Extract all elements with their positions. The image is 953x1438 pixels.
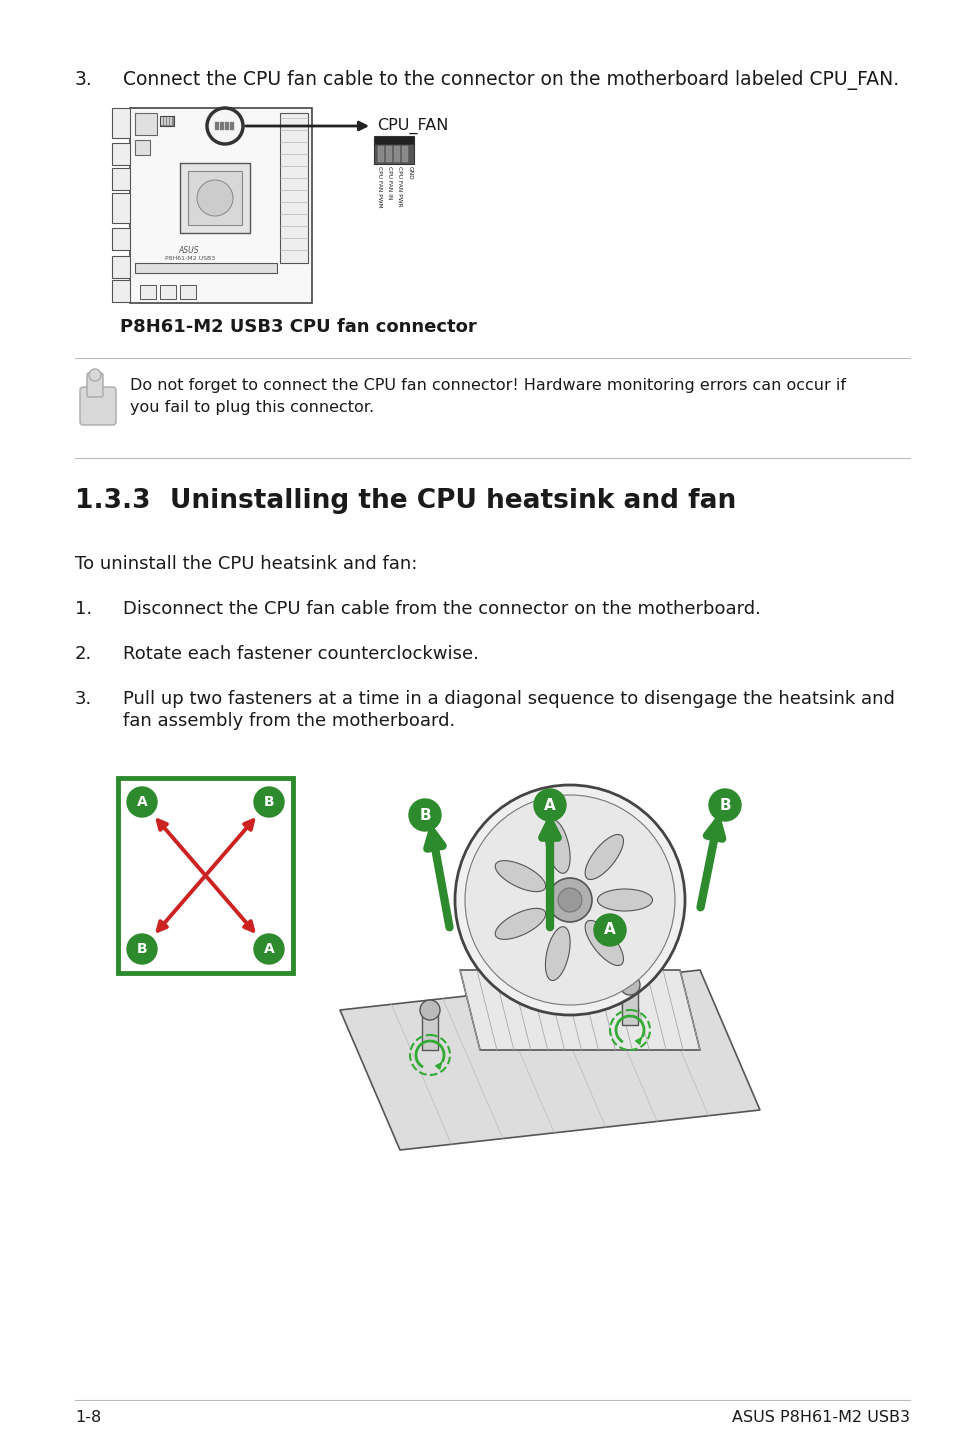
Text: GND: GND <box>407 165 412 180</box>
Text: CPU FAN IN: CPU FAN IN <box>387 165 392 200</box>
FancyBboxPatch shape <box>87 372 103 397</box>
Text: Connect the CPU fan cable to the connector on the motherboard labeled CPU_FAN.: Connect the CPU fan cable to the connect… <box>123 70 898 91</box>
Bar <box>230 122 233 129</box>
Ellipse shape <box>597 889 652 912</box>
Circle shape <box>708 789 740 821</box>
Ellipse shape <box>495 860 545 892</box>
Ellipse shape <box>584 834 623 880</box>
Ellipse shape <box>495 909 545 939</box>
Bar <box>118 778 293 974</box>
Bar <box>135 114 157 135</box>
Circle shape <box>558 889 581 912</box>
Text: Uninstalling the CPU heatsink and fan: Uninstalling the CPU heatsink and fan <box>170 487 736 513</box>
Bar <box>377 147 384 162</box>
Bar <box>130 108 312 303</box>
Bar <box>621 985 638 1025</box>
Text: you fail to plug this connector.: you fail to plug this connector. <box>130 400 374 416</box>
Circle shape <box>207 108 243 144</box>
Bar <box>374 137 414 144</box>
Bar <box>161 116 163 125</box>
Bar <box>180 285 195 299</box>
Text: B: B <box>136 942 147 956</box>
Circle shape <box>127 787 157 817</box>
Text: B: B <box>418 808 431 823</box>
Circle shape <box>594 915 625 946</box>
Bar <box>112 108 130 138</box>
Bar <box>160 285 175 299</box>
Bar <box>225 122 229 129</box>
Circle shape <box>127 935 157 963</box>
Text: 1.3.3: 1.3.3 <box>75 487 151 513</box>
Circle shape <box>419 999 439 1020</box>
Text: To uninstall the CPU heatsink and fan:: To uninstall the CPU heatsink and fan: <box>75 555 417 572</box>
Bar <box>112 142 130 165</box>
Text: CPU FAN PWR: CPU FAN PWR <box>397 165 402 207</box>
FancyBboxPatch shape <box>80 387 116 426</box>
Circle shape <box>455 785 684 1015</box>
Circle shape <box>534 789 565 821</box>
Text: 3.: 3. <box>75 690 92 707</box>
Bar <box>188 171 242 224</box>
Text: 1.: 1. <box>75 600 92 618</box>
Bar <box>394 147 399 162</box>
Text: fan assembly from the motherboard.: fan assembly from the motherboard. <box>123 712 455 731</box>
Circle shape <box>547 879 592 922</box>
Bar <box>112 229 130 250</box>
Text: Do not forget to connect the CPU fan connector! Hardware monitoring errors can o: Do not forget to connect the CPU fan con… <box>130 378 845 393</box>
Bar <box>135 139 150 155</box>
Text: CPU_FAN: CPU_FAN <box>376 118 448 134</box>
Bar <box>386 147 392 162</box>
Circle shape <box>253 787 284 817</box>
Ellipse shape <box>545 820 570 873</box>
Text: ASUS P8H61-M2 USB3: ASUS P8H61-M2 USB3 <box>731 1411 909 1425</box>
Circle shape <box>196 180 233 216</box>
Text: A: A <box>543 798 556 812</box>
Bar <box>112 168 130 190</box>
Bar <box>167 116 169 125</box>
Circle shape <box>409 800 440 831</box>
Bar <box>170 116 172 125</box>
Text: B: B <box>719 798 730 812</box>
Text: 3.: 3. <box>75 70 92 89</box>
Bar <box>180 162 250 233</box>
Bar <box>214 122 219 129</box>
Text: A: A <box>263 942 274 956</box>
Bar <box>280 114 308 263</box>
Text: A: A <box>136 795 147 810</box>
Bar <box>135 263 276 273</box>
Text: P8H61-M2 USB3: P8H61-M2 USB3 <box>165 256 215 262</box>
Polygon shape <box>339 971 760 1150</box>
Bar <box>401 147 408 162</box>
Circle shape <box>89 370 101 381</box>
Circle shape <box>464 795 675 1005</box>
Text: Rotate each fastener counterclockwise.: Rotate each fastener counterclockwise. <box>123 646 478 663</box>
Text: ASUS: ASUS <box>178 246 198 255</box>
Bar <box>112 193 130 223</box>
Bar <box>220 122 224 129</box>
Bar <box>112 256 130 278</box>
Text: A: A <box>603 923 616 938</box>
Text: P8H61-M2 USB3 CPU fan connector: P8H61-M2 USB3 CPU fan connector <box>120 318 476 336</box>
Bar <box>140 285 156 299</box>
Text: B: B <box>263 795 274 810</box>
Bar <box>160 116 173 127</box>
Circle shape <box>619 975 639 995</box>
Polygon shape <box>459 971 700 1050</box>
Bar <box>421 1009 437 1050</box>
Text: Pull up two fasteners at a time in a diagonal sequence to disengage the heatsink: Pull up two fasteners at a time in a dia… <box>123 690 894 707</box>
Text: 1-8: 1-8 <box>75 1411 101 1425</box>
Bar <box>374 144 414 164</box>
Text: CPU FAN PWM: CPU FAN PWM <box>377 165 382 207</box>
Bar <box>164 116 166 125</box>
Circle shape <box>253 935 284 963</box>
Ellipse shape <box>584 920 623 965</box>
Text: 2.: 2. <box>75 646 92 663</box>
Text: Disconnect the CPU fan cable from the connector on the motherboard.: Disconnect the CPU fan cable from the co… <box>123 600 760 618</box>
Bar <box>112 280 130 302</box>
Ellipse shape <box>545 926 570 981</box>
